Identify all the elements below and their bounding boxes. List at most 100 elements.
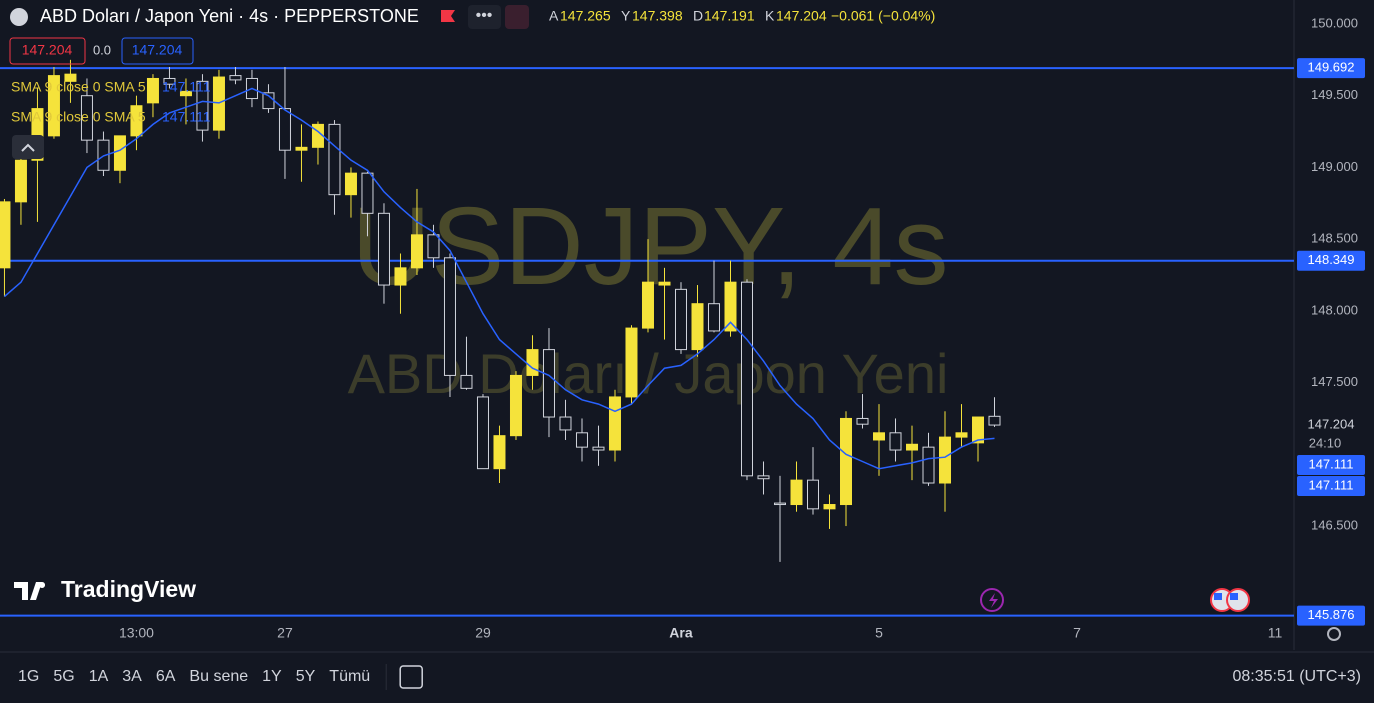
candle-body <box>31 108 44 161</box>
y-tick-label: 148.000 <box>1311 302 1358 317</box>
price-label: 149.692 <box>1308 60 1355 75</box>
candle-body <box>773 502 786 506</box>
flag-canton <box>1214 593 1222 600</box>
settings-icon[interactable] <box>1327 627 1341 641</box>
sma-line <box>4 87 995 470</box>
ohlc-label: Y <box>621 8 631 24</box>
y-tick-label: 149.000 <box>1311 159 1358 174</box>
candle-body <box>972 416 985 444</box>
candle-body <box>278 108 291 151</box>
candle-body <box>443 257 456 376</box>
range-button[interactable]: 1Y <box>262 668 282 685</box>
candle-body <box>427 234 440 259</box>
y-tick-label: 146.500 <box>1311 517 1358 532</box>
candle-body <box>691 303 704 351</box>
candle-body <box>394 267 407 286</box>
candle-body <box>509 374 522 437</box>
countdown: 24:10 <box>1309 435 1342 450</box>
x-tick-label: 27 <box>277 625 293 641</box>
clock: 08:35:51 (UTC+3) <box>1232 668 1361 685</box>
candle-body <box>295 146 308 151</box>
candle-body <box>311 123 324 148</box>
indicator-value: 147.111 <box>162 109 211 125</box>
spread: 0.0 <box>93 42 111 57</box>
x-tick-label: 29 <box>475 625 491 641</box>
indicator-label: SMA 9 close 0 SMA 5 <box>11 79 146 95</box>
candle-body <box>674 288 687 351</box>
candle-body <box>707 303 720 332</box>
range-button[interactable]: 6A <box>156 668 176 685</box>
candle-body <box>608 396 621 451</box>
sma-label-box <box>1297 476 1365 496</box>
candle-body <box>889 432 902 451</box>
candle-body <box>179 90 192 97</box>
more-dots: ••• <box>476 7 493 24</box>
candle-body <box>0 201 11 269</box>
price-label-box <box>1297 58 1365 79</box>
current-price-label: 147.204 <box>1308 416 1355 431</box>
candle-body <box>146 77 159 104</box>
candle-body <box>130 105 143 137</box>
candle-body <box>196 80 209 131</box>
price-label-box <box>1297 250 1365 271</box>
range-button[interactable]: 5G <box>53 668 74 685</box>
candle-body <box>526 349 539 376</box>
candle-body <box>64 73 77 82</box>
candle-body <box>328 123 341 196</box>
candle-body <box>922 446 935 484</box>
candle-body <box>592 446 605 451</box>
ohlc-value: 147.265 <box>560 8 611 24</box>
candle-body <box>361 172 374 214</box>
x-tick-label: 5 <box>875 625 883 641</box>
candle-body <box>840 417 853 506</box>
y-tick-label: 149.500 <box>1311 87 1358 102</box>
candle-body <box>113 135 126 171</box>
candle-body <box>988 415 1001 426</box>
ohlc-value: 147.191 <box>704 8 755 24</box>
range-button[interactable]: 3A <box>122 668 142 685</box>
range-button[interactable]: Bu sene <box>189 668 248 685</box>
range-button[interactable]: 1A <box>89 668 109 685</box>
candle-body <box>873 432 886 441</box>
candle-body <box>47 75 60 137</box>
bid-box[interactable] <box>9 37 86 65</box>
lightning <box>989 593 998 608</box>
candle-body <box>625 327 638 398</box>
candle-body <box>344 172 357 196</box>
candle-body <box>575 432 588 448</box>
y-tick-label: 150.000 <box>1311 15 1358 30</box>
sma-label-box <box>1297 455 1365 475</box>
collapse-arrow <box>21 143 35 152</box>
range-button[interactable]: 5Y <box>296 668 316 685</box>
ask-box[interactable] <box>121 37 194 65</box>
logo-text: TradingView <box>61 576 196 602</box>
candle-body <box>955 432 968 438</box>
price-label: 148.349 <box>1308 252 1355 267</box>
more-button[interactable] <box>468 5 501 29</box>
ohlc-value: 147.204 <box>776 8 827 24</box>
price-label: 145.876 <box>1308 607 1355 622</box>
candle-body <box>229 75 242 81</box>
candle-body <box>163 77 176 85</box>
indicator-button[interactable] <box>505 5 529 29</box>
price-change: −0.061 (−0.04%) <box>831 8 935 24</box>
range-button[interactable]: Tümü <box>329 668 370 685</box>
range-button[interactable]: 1G <box>18 668 39 685</box>
date-range-button[interactable] <box>399 665 423 689</box>
ohlc-label: A <box>549 8 559 24</box>
candle-body <box>724 281 737 332</box>
x-tick-label: 7 <box>1073 625 1081 641</box>
candle-body <box>641 281 654 329</box>
sma-label: 147.111 <box>1308 477 1353 492</box>
x-tick-label: 11 <box>1268 625 1283 641</box>
event-icon[interactable] <box>980 588 1004 612</box>
candle-body <box>939 436 952 484</box>
candle-body <box>460 374 473 389</box>
candle-body <box>377 212 390 286</box>
collapse-button[interactable] <box>12 135 44 159</box>
x-tick-label: Ara <box>669 625 693 641</box>
ohlc-label: K <box>765 8 775 24</box>
